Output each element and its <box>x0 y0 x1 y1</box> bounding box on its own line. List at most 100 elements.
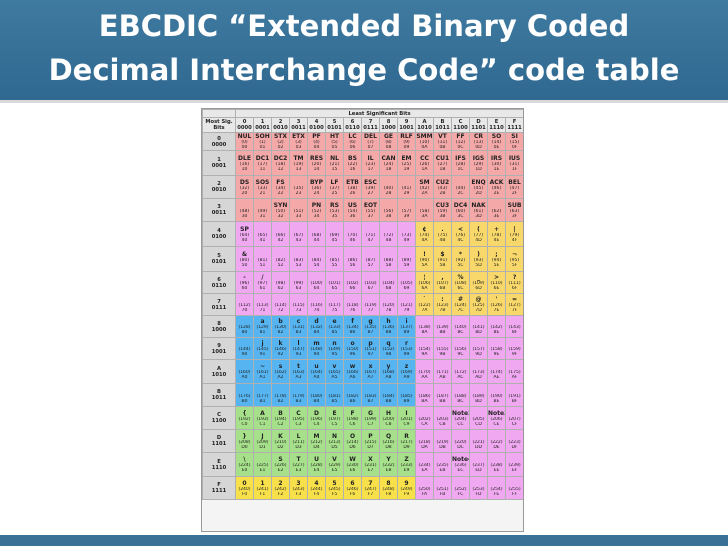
cell-decimal: (98) <box>275 281 286 286</box>
cell-symbol: % <box>457 274 464 281</box>
code-cell: (223) DF <box>504 429 523 453</box>
cell-symbol: L <box>296 432 301 440</box>
cell-decimal: (139) <box>436 325 449 330</box>
cell-hex: CC <box>457 421 464 427</box>
cell-hex: 3A <box>421 213 428 219</box>
cell-hex: 57 <box>367 262 374 268</box>
code-cell: (115) 73 <box>289 293 308 316</box>
cell-symbol: PN <box>311 201 322 209</box>
cell-symbol <box>489 387 505 394</box>
cell-decimal: (225) <box>256 463 269 468</box>
code-cell: G (199) C7 <box>361 406 380 430</box>
cell-decimal: (97) <box>257 281 268 286</box>
cell-symbol <box>417 456 433 463</box>
cell-decimal: (65) <box>257 232 268 238</box>
code-cell: GE (8) 08 <box>379 132 398 151</box>
cell-decimal: (169) <box>400 370 413 375</box>
table-row: 4 0100 SP (64) 40 (65) 41 (66) 42 (67) 43 (68) 44 (69… <box>202 221 523 247</box>
cell-hex: 8F <box>511 330 518 335</box>
column-hex: 5 <box>332 119 337 125</box>
table-row: 2 0010 DS (32) 20 SOS (33) 21 FS (34) 22 (35) 23 BYP(… <box>202 175 523 199</box>
cell-decimal: (165) <box>328 370 341 375</box>
code-cell: NAK (61) 3D <box>469 198 488 222</box>
cell-symbol: ¦ <box>423 274 426 281</box>
cell-decimal: (228) <box>310 463 323 468</box>
cell-symbol: NL <box>330 154 339 162</box>
cell-decimal: (115) <box>292 303 305 308</box>
code-cell: (41) 29 <box>397 175 416 199</box>
code-cell: (71) 47 <box>361 221 380 247</box>
cell-hex: C8 <box>385 421 392 427</box>
cell-decimal: (121) <box>400 303 413 308</box>
cell-decimal: (92) <box>455 257 466 263</box>
cell-symbol <box>345 387 361 394</box>
cell-decimal: (144) <box>238 347 251 352</box>
code-cell: F (198) C6 <box>343 406 362 430</box>
cell-decimal: (238) <box>490 463 503 468</box>
cell-decimal: (206) <box>490 416 503 422</box>
header-row-title: Least Significant Bits <box>202 109 523 118</box>
code-cell: CC (26) 1A <box>415 150 434 176</box>
cell-hex: 1D <box>475 166 482 172</box>
code-cell: (177) B1 <box>253 383 272 407</box>
cell-symbol: SYN <box>273 201 288 209</box>
cell-symbol: \ <box>243 456 246 463</box>
cell-hex: 14 <box>313 166 320 172</box>
cell-symbol: w <box>349 363 356 370</box>
cell-symbol: SO <box>491 133 502 141</box>
cell-hex: 4E <box>493 237 500 243</box>
code-cell: (40) 28 <box>379 175 398 199</box>
cell-decimal: (127) <box>508 303 521 308</box>
cell-decimal: (148) <box>310 347 323 352</box>
column-bits: 1000 <box>381 125 396 131</box>
cell-decimal: (199) <box>364 416 377 422</box>
cell-symbol: y <box>386 363 391 370</box>
cell-symbol <box>291 387 307 394</box>
cell-symbol <box>363 226 379 233</box>
code-cell: d (132) 84 <box>307 315 326 338</box>
cell-hex: A7 <box>367 375 374 380</box>
cell-decimal: (216) <box>382 439 395 445</box>
cell-decimal: (123) <box>436 303 449 308</box>
cell-symbol: DEL <box>364 133 377 141</box>
cell-decimal: (107) <box>436 281 449 286</box>
cell-decimal: (71) <box>365 232 376 238</box>
cell-symbol: W <box>349 456 356 463</box>
cell-hex: 47 <box>367 237 374 243</box>
cell-symbol <box>435 363 451 370</box>
column-header: E 1110 <box>487 117 506 133</box>
cell-hex: 28 <box>385 190 392 196</box>
cell-decimal: (149) <box>328 347 341 352</box>
cell-symbol: u <box>314 363 319 370</box>
code-cell: (67) 43 <box>289 221 308 247</box>
code-cell: : (123) 7B <box>433 293 452 316</box>
code-cell: \ (224) E0 <box>235 452 254 477</box>
column-header: A 1010 <box>415 117 434 133</box>
cell-symbol <box>291 251 307 258</box>
cell-symbol <box>489 363 505 370</box>
cell-hex: F9 <box>403 491 410 497</box>
code-cell: P (215) D7 <box>361 429 380 453</box>
cell-decimal: (113) <box>256 303 269 308</box>
code-cell: n (149) 95 <box>325 337 344 360</box>
code-cell: (220) DC <box>451 429 470 453</box>
cell-symbol <box>435 340 451 347</box>
cell-decimal: (6) <box>349 140 356 145</box>
cell-hex: 67 <box>367 286 374 291</box>
title-line-2: Decimal Interchange Code” code table <box>48 53 680 87</box>
cell-hex: EB <box>439 468 446 473</box>
code-cell: (72) 48 <box>379 221 398 247</box>
code-cell: ENQ (45) 2D <box>469 175 488 199</box>
cell-hex: 1F <box>511 166 518 172</box>
code-cell: EM (25) 19 <box>397 150 416 176</box>
cell-decimal: (1) <box>259 140 266 145</box>
cell-hex: 36 <box>349 213 356 219</box>
cell-symbol <box>399 179 415 186</box>
code-cell: y (168) A8 <box>379 359 398 384</box>
cell-hex: 4C <box>457 237 464 243</box>
code-cell: (239) EF <box>504 452 523 477</box>
code-cell: (155) 9B <box>433 337 452 360</box>
row-header: 0 0000 <box>202 132 236 151</box>
cell-decimal: (46) <box>491 185 502 191</box>
cell-symbol: X <box>368 456 373 463</box>
